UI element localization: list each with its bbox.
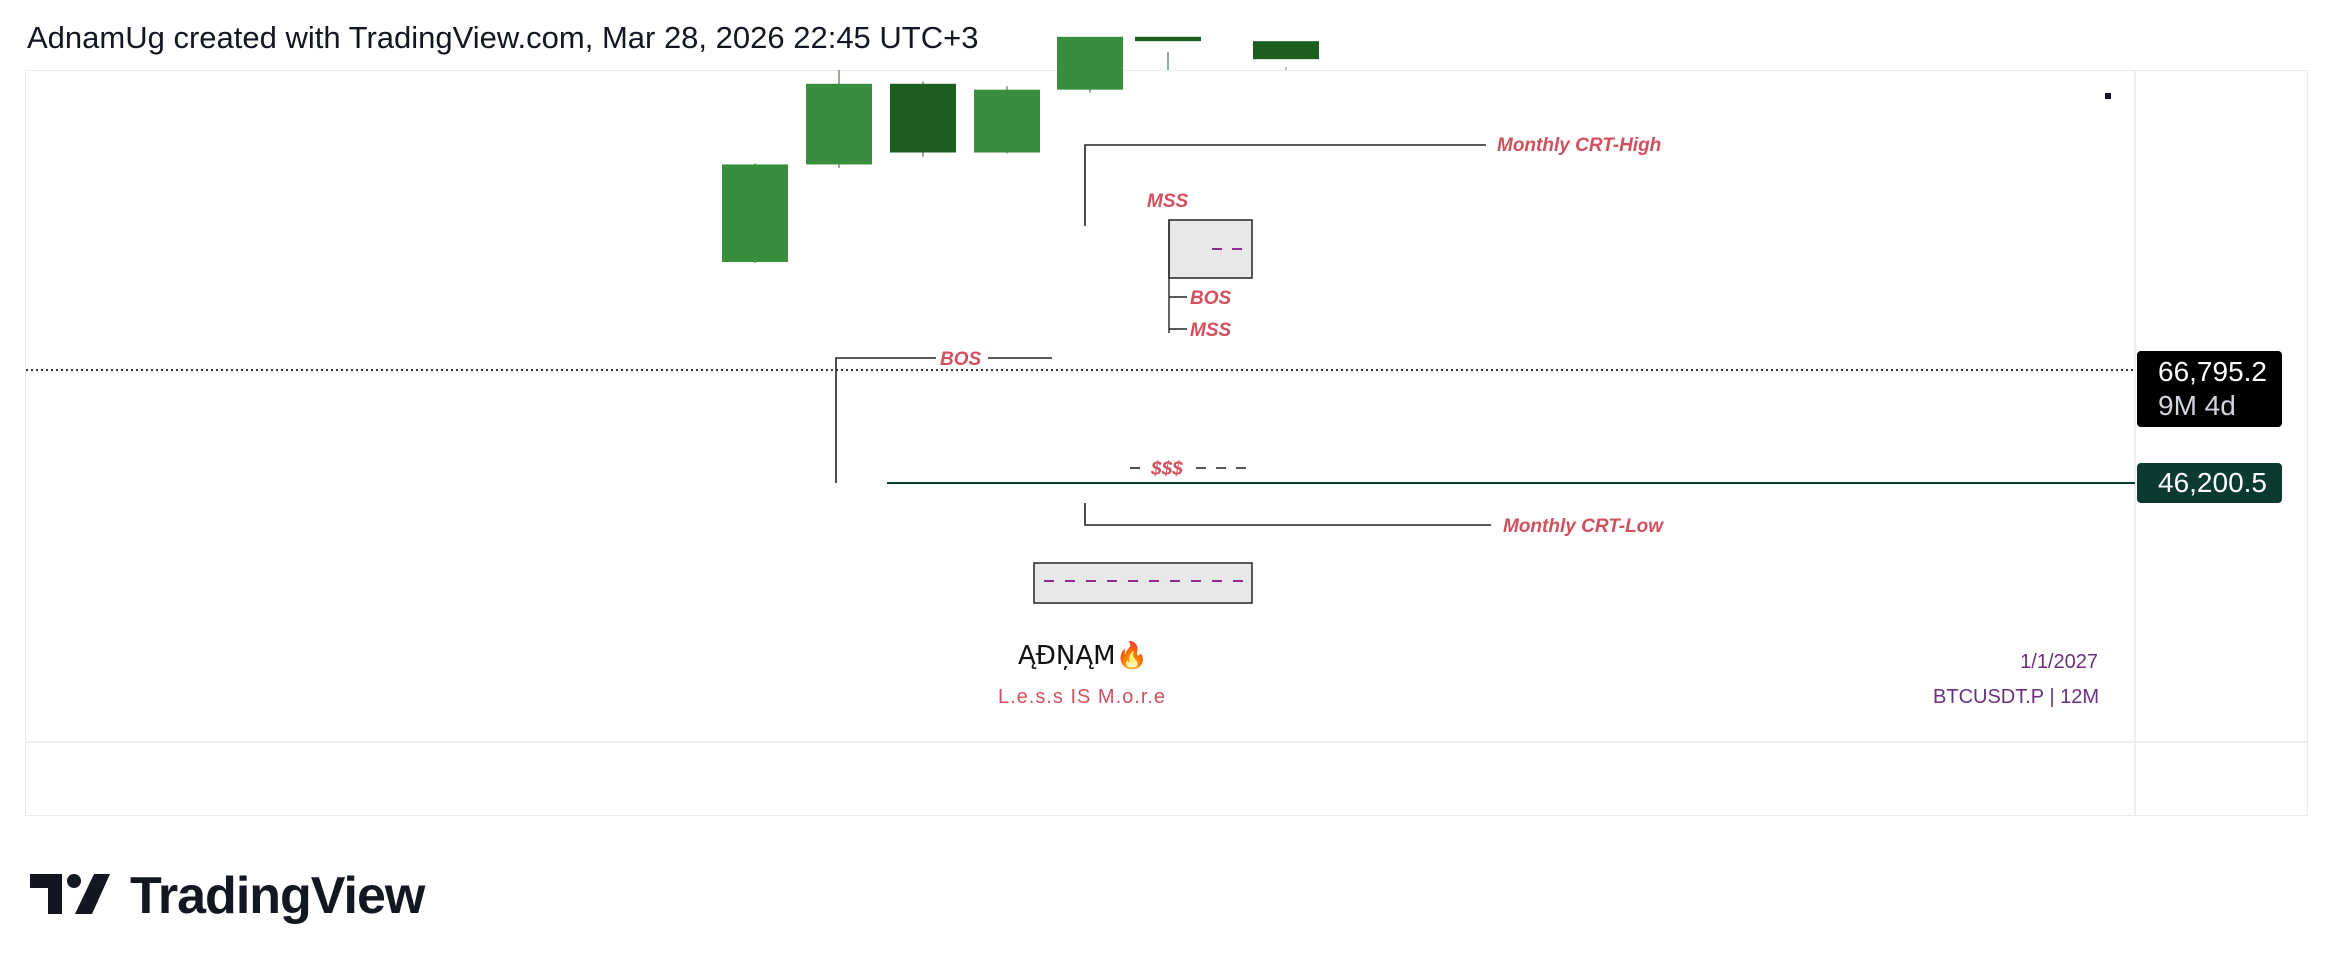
bar-countdown: 9M 4d xyxy=(2158,390,2236,421)
crt-low-line[interactable] xyxy=(1084,503,1491,526)
candle-body[interactable] xyxy=(974,89,1040,153)
level-price-tag: 46,200.5 xyxy=(2137,463,2282,503)
bos-line[interactable] xyxy=(835,357,936,483)
watermark-name: ĄĐŅĄM🔥 xyxy=(1018,641,1148,671)
candles-layer xyxy=(722,36,1319,264)
tradingview-logo-icon xyxy=(30,874,110,914)
drawing-handle-marker[interactable] xyxy=(2105,93,2111,99)
chart-pane-frame[interactable] xyxy=(25,70,2308,816)
label-bos-small[interactable]: BOS xyxy=(1190,288,1232,309)
candle-body[interactable] xyxy=(806,83,872,165)
current-price-tag: 66,795.2 9M 4d xyxy=(2137,351,2282,427)
candle-body[interactable] xyxy=(1057,36,1123,90)
last-bar-date: 1/1/2027 xyxy=(2020,651,2098,673)
candle-body[interactable] xyxy=(722,164,788,262)
candle-body[interactable] xyxy=(1135,36,1201,42)
label-monthly-crt-high[interactable]: Monthly CRT-High xyxy=(1497,135,1661,156)
label-mss-top[interactable]: MSS xyxy=(1147,191,1189,212)
label-monthly-crt-low[interactable]: Monthly CRT-Low xyxy=(1503,516,1664,537)
label-mss-small[interactable]: MSS xyxy=(1190,320,1232,341)
crt-high-line[interactable] xyxy=(1084,144,1486,226)
watermark-tagline: L.e.s.s IS M.o.r.e xyxy=(998,686,1167,708)
symbol-interval-info: BTCUSDT.P | 12M xyxy=(1933,686,2099,708)
chart-header-title: AdnamUg created with TradingView.com, Ma… xyxy=(27,20,979,55)
current-price-value: 66,795.2 xyxy=(2158,356,2267,387)
candle-body[interactable] xyxy=(890,83,956,153)
brand-logo[interactable]: TradingView xyxy=(30,866,425,926)
label-bos[interactable]: BOS xyxy=(940,349,982,370)
brand-logo-text: TradingView xyxy=(130,867,425,925)
label-liquidity[interactable]: $$$ xyxy=(1150,459,1183,480)
zone-box-lower[interactable] xyxy=(1033,562,1253,604)
candle-body[interactable] xyxy=(1253,41,1319,60)
